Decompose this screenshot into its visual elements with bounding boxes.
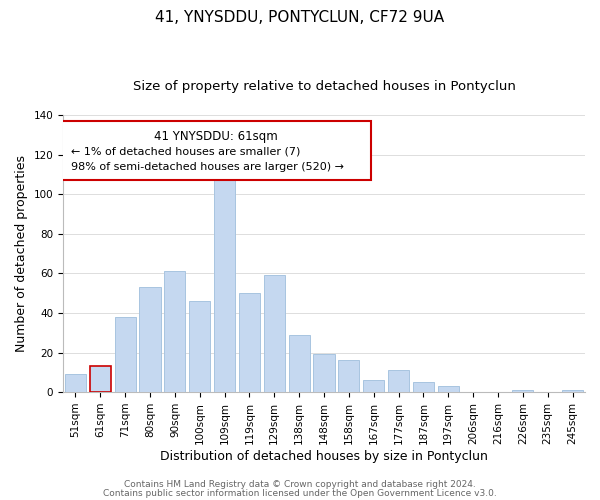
Title: Size of property relative to detached houses in Pontyclun: Size of property relative to detached ho… bbox=[133, 80, 515, 93]
X-axis label: Distribution of detached houses by size in Pontyclun: Distribution of detached houses by size … bbox=[160, 450, 488, 462]
Bar bbox=[115, 317, 136, 392]
Text: Contains public sector information licensed under the Open Government Licence v3: Contains public sector information licen… bbox=[103, 488, 497, 498]
Bar bbox=[438, 386, 459, 392]
Bar bbox=[363, 380, 384, 392]
Bar bbox=[338, 360, 359, 392]
Bar bbox=[65, 374, 86, 392]
Bar bbox=[413, 382, 434, 392]
Text: 41, YNYSDDU, PONTYCLUN, CF72 9UA: 41, YNYSDDU, PONTYCLUN, CF72 9UA bbox=[155, 10, 445, 25]
Bar bbox=[313, 354, 335, 392]
Bar bbox=[90, 366, 111, 392]
FancyBboxPatch shape bbox=[61, 120, 371, 180]
Bar bbox=[239, 293, 260, 392]
Text: Contains HM Land Registry data © Crown copyright and database right 2024.: Contains HM Land Registry data © Crown c… bbox=[124, 480, 476, 489]
Text: ← 1% of detached houses are smaller (7): ← 1% of detached houses are smaller (7) bbox=[71, 146, 300, 156]
Bar bbox=[388, 370, 409, 392]
Bar bbox=[289, 334, 310, 392]
Bar bbox=[214, 168, 235, 392]
Bar bbox=[139, 287, 161, 392]
Bar bbox=[189, 301, 210, 392]
Y-axis label: Number of detached properties: Number of detached properties bbox=[15, 155, 28, 352]
Bar bbox=[264, 276, 285, 392]
Bar bbox=[512, 390, 533, 392]
Text: 98% of semi-detached houses are larger (520) →: 98% of semi-detached houses are larger (… bbox=[71, 162, 344, 172]
Bar bbox=[164, 272, 185, 392]
Bar bbox=[562, 390, 583, 392]
Text: 41 YNYSDDU: 61sqm: 41 YNYSDDU: 61sqm bbox=[154, 130, 278, 143]
